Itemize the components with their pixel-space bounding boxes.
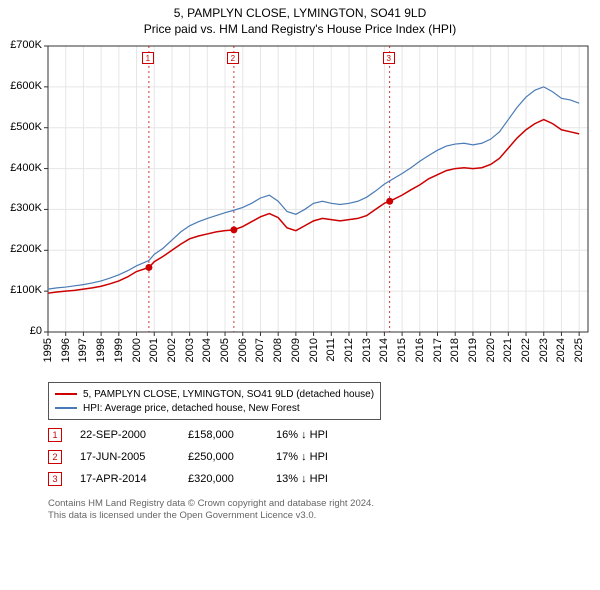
legend-swatch [55, 407, 77, 409]
event-badge-3: 3 [383, 52, 395, 64]
y-tick-label: £500K [0, 121, 42, 133]
x-tick-label: 1996 [60, 338, 72, 362]
x-tick-label: 1999 [113, 338, 125, 362]
x-tick-label: 1998 [95, 338, 107, 362]
event-pct: 13% ↓ HPI [276, 473, 356, 485]
x-tick-label: 2002 [166, 338, 178, 362]
x-tick-label: 2010 [308, 338, 320, 362]
attribution: Contains HM Land Registry data © Crown c… [48, 498, 374, 523]
y-tick-label: £300K [0, 202, 42, 214]
x-tick-label: 2009 [290, 338, 302, 362]
y-tick-label: £100K [0, 284, 42, 296]
event-marker-2 [230, 226, 237, 233]
x-tick-label: 2024 [555, 338, 567, 362]
legend-row-hpi: HPI: Average price, detached house, New … [55, 401, 374, 415]
chart-container: 5, PAMPLYN CLOSE, LYMINGTON, SO41 9LD Pr… [0, 0, 600, 590]
x-tick-label: 2022 [520, 338, 532, 362]
y-tick-label: £700K [0, 39, 42, 51]
x-tick-label: 2007 [254, 338, 266, 362]
legend-label: HPI: Average price, detached house, New … [83, 403, 300, 414]
x-tick-label: 1995 [42, 338, 54, 362]
y-tick-label: £600K [0, 80, 42, 92]
legend-label: 5, PAMPLYN CLOSE, LYMINGTON, SO41 9LD (d… [83, 389, 374, 400]
chart-svg [0, 0, 600, 380]
y-tick-label: £400K [0, 162, 42, 174]
x-tick-label: 2000 [131, 338, 143, 362]
event-row-2: 2 17-JUN-2005 £250,000 17% ↓ HPI [48, 446, 356, 468]
event-price: £158,000 [188, 429, 258, 441]
x-tick-label: 2011 [325, 338, 337, 362]
x-tick-label: 2013 [361, 338, 373, 362]
event-row-badge: 1 [48, 428, 62, 442]
x-tick-label: 2006 [237, 338, 249, 362]
event-pct: 17% ↓ HPI [276, 451, 356, 463]
event-row-badge: 3 [48, 472, 62, 486]
events-table: 1 22-SEP-2000 £158,000 16% ↓ HPI 2 17-JUN-200… [48, 424, 356, 490]
y-tick-label: £0 [0, 325, 42, 337]
event-price: £320,000 [188, 473, 258, 485]
event-row-badge: 2 [48, 450, 62, 464]
event-marker-1 [145, 264, 152, 271]
attribution-line-2: This data is licensed under the Open Gov… [48, 510, 374, 522]
x-tick-label: 2017 [432, 338, 444, 362]
x-tick-label: 2008 [272, 338, 284, 362]
x-tick-label: 2019 [467, 338, 479, 362]
x-tick-label: 2003 [184, 338, 196, 362]
event-date: 17-JUN-2005 [80, 451, 170, 463]
x-tick-label: 2016 [414, 338, 426, 362]
attribution-line-1: Contains HM Land Registry data © Crown c… [48, 498, 374, 510]
x-tick-label: 1997 [77, 338, 89, 362]
event-date: 22-SEP-2000 [80, 429, 170, 441]
event-row-3: 3 17-APR-2014 £320,000 13% ↓ HPI [48, 468, 356, 490]
x-tick-label: 2021 [502, 338, 514, 362]
event-price: £250,000 [188, 451, 258, 463]
x-tick-label: 2004 [201, 338, 213, 362]
event-marker-3 [386, 198, 393, 205]
x-tick-label: 2023 [538, 338, 550, 362]
x-tick-label: 2005 [219, 338, 231, 362]
x-tick-label: 2001 [148, 338, 160, 362]
event-date: 17-APR-2014 [80, 473, 170, 485]
x-tick-label: 2012 [343, 338, 355, 362]
legend-row-price_paid: 5, PAMPLYN CLOSE, LYMINGTON, SO41 9LD (d… [55, 387, 374, 401]
event-row-1: 1 22-SEP-2000 £158,000 16% ↓ HPI [48, 424, 356, 446]
x-tick-label: 2020 [485, 338, 497, 362]
event-badge-2: 2 [227, 52, 239, 64]
y-tick-label: £200K [0, 243, 42, 255]
x-tick-label: 2025 [573, 338, 585, 362]
event-pct: 16% ↓ HPI [276, 429, 356, 441]
x-tick-label: 2015 [396, 338, 408, 362]
x-tick-label: 2018 [449, 338, 461, 362]
legend: 5, PAMPLYN CLOSE, LYMINGTON, SO41 9LD (d… [48, 382, 381, 420]
x-tick-label: 2014 [378, 338, 390, 362]
event-badge-1: 1 [142, 52, 154, 64]
legend-swatch [55, 393, 77, 395]
